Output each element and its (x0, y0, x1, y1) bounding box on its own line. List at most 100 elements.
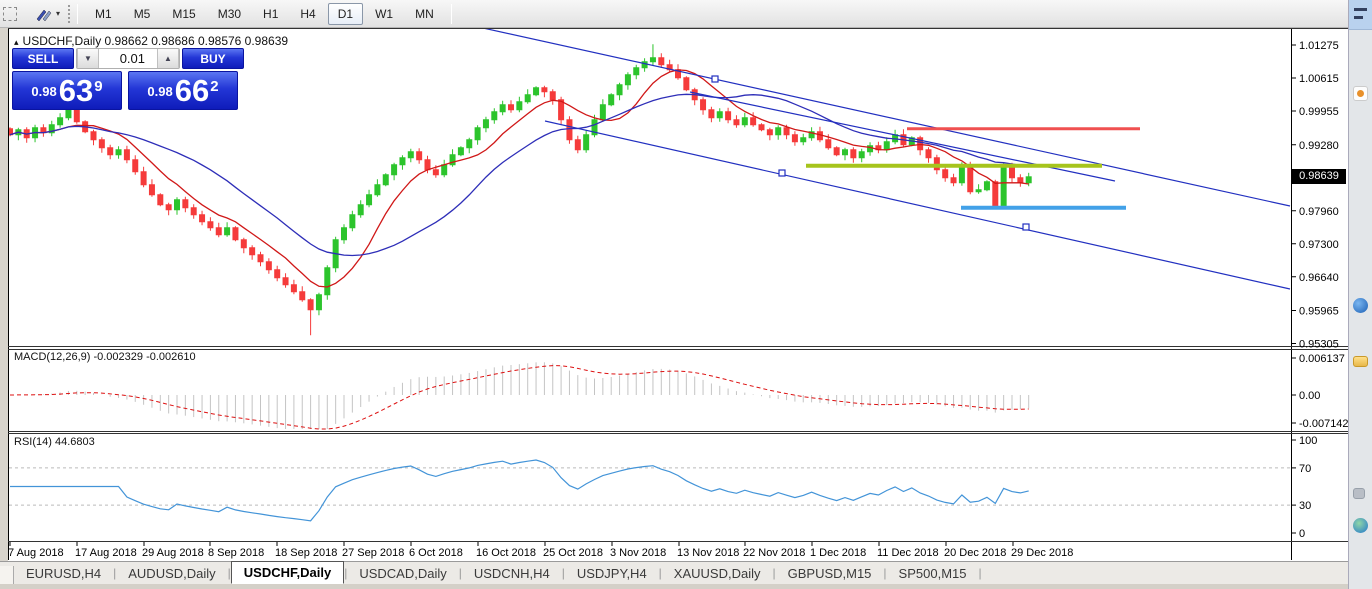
background-icon (1353, 298, 1368, 313)
chart-tab-EURUSD-H4[interactable]: EURUSD,H4 (26, 566, 102, 581)
candle-body (299, 291, 306, 301)
candle-body (516, 101, 523, 111)
timeframe-button-M30[interactable]: M30 (217, 6, 242, 21)
timeframe-button-D1[interactable]: D1 (327, 2, 364, 25)
toolbar-grip[interactable] (68, 4, 71, 23)
candle-body (700, 99, 707, 111)
price-axis-label[interactable]: 0.96640 (1299, 272, 1339, 284)
chart-tab-AUDUSD-Daily[interactable]: AUDUSD,Daily (128, 566, 216, 581)
candle-body (382, 174, 389, 186)
candle-body (917, 137, 924, 151)
chart-tab-USDCNH-H4[interactable]: USDCNH,H4 (473, 566, 550, 581)
candle-body (174, 199, 180, 211)
date-axis-label[interactable]: 11 Dec 2018 (877, 547, 939, 559)
candle-body (975, 189, 982, 193)
chart-tab-XAUUSD-Daily[interactable]: XAUUSD,Daily (673, 566, 761, 581)
tab-bar-stub[interactable] (0, 566, 14, 584)
date-axis-label[interactable]: 22 Nov 2018 (743, 547, 805, 559)
one-click-trading-panel: SELL ▼ ▲ BUY 0.98 63 9 0.98 66 2 (12, 48, 244, 110)
candle-body (48, 124, 55, 134)
tab-separator: | (772, 566, 776, 580)
price-axis-label[interactable]: 1.01275 (1299, 40, 1339, 52)
price-axis-label[interactable]: 0.99280 (1299, 140, 1339, 152)
date-axis-label[interactable]: 29 Dec 2018 (1011, 547, 1073, 559)
candle-body (616, 84, 623, 96)
buy-price-prefix: 0.98 (147, 84, 173, 99)
price-axis-label[interactable]: 0.99955 (1299, 106, 1339, 118)
price-axis-label[interactable]: 0.95965 (1299, 306, 1339, 318)
rsi-axis-label: 100 (1299, 435, 1317, 447)
date-axis-label[interactable]: 1 Dec 2018 (810, 547, 866, 559)
date-axis-label[interactable]: 3 Nov 2018 (610, 547, 666, 559)
buy-price-button[interactable]: 0.98 66 2 (128, 71, 238, 110)
sell-price-button[interactable]: 0.98 63 9 (12, 71, 122, 110)
volume-decrease-button[interactable]: ▼ (77, 49, 99, 68)
trendline-handle[interactable] (1022, 223, 1030, 231)
candle-body (182, 199, 189, 209)
volume-input[interactable] (99, 49, 157, 68)
moving-average-slow (9, 93, 1029, 257)
price-axis-label[interactable]: 0.97960 (1299, 206, 1339, 218)
date-axis-label[interactable]: 7 Aug 2018 (8, 547, 64, 559)
trendline-handle[interactable] (778, 169, 786, 177)
drawing-tools-button[interactable]: ▾ (35, 6, 60, 22)
price-axis-label[interactable]: 1.00615 (1299, 73, 1339, 85)
chart-tab-USDCAD-Daily[interactable]: USDCAD,Daily (359, 566, 447, 581)
chart-tab-SP500-M15[interactable]: SP500,M15 (898, 566, 967, 581)
candle-body (274, 269, 281, 279)
date-axis-label[interactable]: 27 Sep 2018 (342, 547, 404, 559)
sell-button[interactable]: SELL (12, 48, 74, 69)
candle-body (407, 151, 414, 159)
volume-increase-button[interactable]: ▲ (157, 49, 179, 68)
date-axis-label[interactable]: 8 Sep 2018 (208, 547, 264, 559)
candle-body (1017, 177, 1024, 184)
timeframe-button-M5[interactable]: M5 (133, 6, 151, 21)
timeframe-button-H4[interactable]: H4 (300, 6, 316, 21)
chart-tab-USDCHF-Daily[interactable]: USDCHF,Daily (230, 561, 345, 584)
chart-tab-GBPUSD-M15[interactable]: GBPUSD,M15 (787, 566, 872, 581)
candle-body (733, 119, 740, 126)
date-axis-label[interactable]: 18 Sep 2018 (275, 547, 337, 559)
date-axis-label[interactable]: 29 Aug 2018 (142, 547, 204, 559)
date-axis-label[interactable]: 16 Oct 2018 (476, 547, 536, 559)
timeframe-button-M1[interactable]: M1 (95, 6, 112, 21)
timeframe-button-W1[interactable]: W1 (375, 6, 394, 21)
background-window-sliver (1348, 0, 1372, 589)
timeframe-button-H1[interactable]: H1 (263, 6, 279, 21)
trendline-handle[interactable] (711, 75, 719, 83)
date-axis-label[interactable]: 6 Oct 2018 (409, 547, 463, 559)
timeframe-button-MN[interactable]: MN (415, 6, 434, 21)
date-axis-label[interactable]: 17 Aug 2018 (75, 547, 137, 559)
chart-tab-USDJPY-H4[interactable]: USDJPY,H4 (576, 566, 647, 581)
buy-button[interactable]: BUY (182, 48, 244, 69)
candle-body (73, 109, 80, 123)
candle-body (324, 267, 331, 296)
date-axis-label[interactable]: 20 Dec 2018 (944, 547, 1006, 559)
price-axis-label[interactable]: 0.97300 (1299, 239, 1339, 251)
timeframe-button-M15[interactable]: M15 (172, 6, 196, 21)
date-axis-label[interactable]: 25 Oct 2018 (543, 547, 603, 559)
candle-body (416, 151, 423, 161)
collapse-marker-icon[interactable]: ▴ (14, 37, 19, 47)
candle-body (716, 111, 723, 119)
date-axis-label[interactable]: 13 Nov 2018 (677, 547, 739, 559)
candle-body (883, 141, 890, 151)
candle-body (391, 164, 398, 176)
rsi-axis-label: 70 (1299, 463, 1311, 475)
candle-body (224, 227, 231, 236)
chart-tab-bar: EURUSD,H4 | AUDUSD,Daily | USDCHF,Daily | USDC… (0, 561, 1348, 584)
price-axis-label[interactable]: 0.95305 (1299, 339, 1339, 351)
main-price-pane (9, 28, 1291, 336)
candle-body (867, 145, 874, 153)
trendline[interactable] (483, 28, 1291, 207)
candle-body (57, 117, 64, 126)
trendline[interactable] (544, 120, 1291, 290)
candle-body (842, 149, 848, 156)
candle-body (249, 247, 256, 256)
candle-body (566, 119, 573, 141)
candle-body (967, 166, 974, 193)
candle-body (858, 151, 865, 159)
drawing-tools-icon (36, 9, 52, 21)
template-icon[interactable] (3, 6, 17, 21)
